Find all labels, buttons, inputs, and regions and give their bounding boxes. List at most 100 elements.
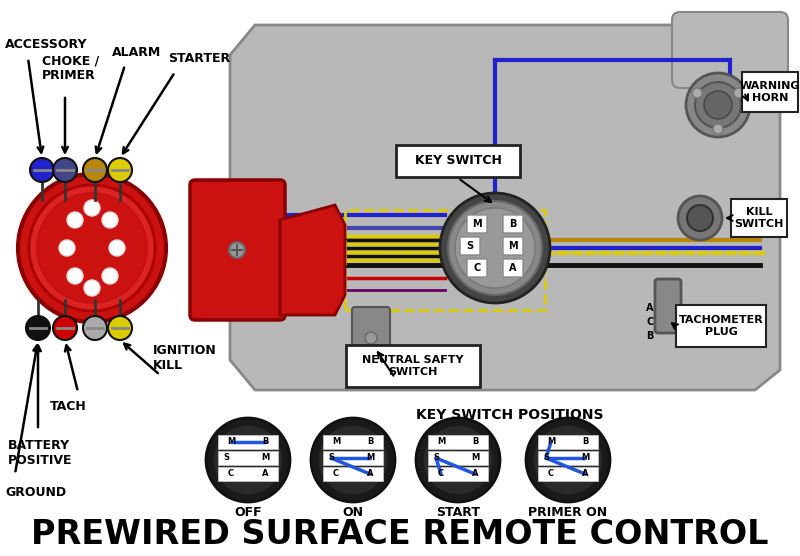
Text: S: S bbox=[543, 454, 549, 463]
Circle shape bbox=[30, 158, 54, 182]
Polygon shape bbox=[230, 25, 780, 390]
Text: KEY SWITCH: KEY SWITCH bbox=[414, 155, 502, 167]
Text: M: M bbox=[547, 438, 555, 446]
Text: M: M bbox=[332, 438, 340, 446]
FancyBboxPatch shape bbox=[731, 199, 787, 237]
Circle shape bbox=[53, 316, 77, 340]
Text: ON: ON bbox=[342, 505, 363, 519]
Text: IGNITION
KILL: IGNITION KILL bbox=[153, 344, 217, 372]
Text: B: B bbox=[510, 219, 517, 229]
FancyBboxPatch shape bbox=[655, 279, 681, 333]
Text: M: M bbox=[227, 438, 235, 446]
Text: C: C bbox=[646, 317, 654, 327]
Text: M: M bbox=[366, 454, 374, 463]
FancyBboxPatch shape bbox=[538, 451, 598, 465]
FancyBboxPatch shape bbox=[323, 451, 383, 465]
Text: M: M bbox=[261, 454, 269, 463]
Circle shape bbox=[83, 316, 107, 340]
Text: C: C bbox=[474, 263, 481, 273]
Circle shape bbox=[440, 193, 550, 303]
Text: A: A bbox=[582, 469, 588, 479]
Text: CHOKE /
PRIMER: CHOKE / PRIMER bbox=[42, 54, 99, 82]
Text: START: START bbox=[436, 505, 480, 519]
Text: PREWIRED SURFACE REMOTE CONTROL: PREWIRED SURFACE REMOTE CONTROL bbox=[31, 518, 769, 550]
Circle shape bbox=[206, 418, 290, 502]
Circle shape bbox=[83, 158, 107, 182]
Circle shape bbox=[26, 316, 50, 340]
FancyBboxPatch shape bbox=[503, 237, 523, 255]
Circle shape bbox=[526, 418, 610, 502]
Text: B: B bbox=[367, 438, 373, 446]
Circle shape bbox=[687, 205, 713, 231]
Text: S: S bbox=[328, 454, 334, 463]
FancyBboxPatch shape bbox=[428, 435, 488, 449]
Text: GROUND: GROUND bbox=[5, 485, 66, 499]
Polygon shape bbox=[280, 205, 345, 315]
Circle shape bbox=[108, 316, 132, 340]
Text: A: A bbox=[510, 263, 517, 273]
Circle shape bbox=[734, 88, 744, 98]
Text: ACCESSORY: ACCESSORY bbox=[5, 37, 87, 51]
Text: C: C bbox=[228, 469, 234, 479]
Text: NEUTRAL SAFTY
SWITCH: NEUTRAL SAFTY SWITCH bbox=[362, 355, 464, 377]
Text: A: A bbox=[262, 469, 268, 479]
Circle shape bbox=[102, 212, 118, 228]
Text: S: S bbox=[466, 241, 474, 251]
FancyBboxPatch shape bbox=[538, 467, 598, 481]
Text: M: M bbox=[581, 454, 589, 463]
Text: B: B bbox=[646, 331, 654, 341]
Text: ALARM: ALARM bbox=[112, 46, 162, 58]
Circle shape bbox=[448, 201, 542, 295]
Circle shape bbox=[695, 82, 741, 128]
FancyBboxPatch shape bbox=[352, 307, 390, 351]
Text: M: M bbox=[508, 241, 518, 251]
Circle shape bbox=[713, 124, 723, 134]
Text: S: S bbox=[433, 454, 439, 463]
Circle shape bbox=[229, 242, 245, 258]
Circle shape bbox=[311, 418, 395, 502]
Circle shape bbox=[29, 185, 155, 311]
FancyBboxPatch shape bbox=[538, 435, 598, 449]
Text: M: M bbox=[437, 438, 445, 446]
Text: BATTERY
POSITIVE: BATTERY POSITIVE bbox=[8, 439, 73, 467]
Circle shape bbox=[109, 240, 125, 256]
Text: C: C bbox=[438, 469, 444, 479]
Text: C: C bbox=[548, 469, 554, 479]
Circle shape bbox=[455, 208, 535, 288]
Circle shape bbox=[59, 240, 75, 256]
Text: STARTER: STARTER bbox=[168, 52, 230, 64]
Circle shape bbox=[533, 425, 603, 495]
Circle shape bbox=[84, 200, 100, 216]
Circle shape bbox=[318, 425, 388, 495]
Text: A: A bbox=[366, 469, 374, 479]
FancyBboxPatch shape bbox=[428, 451, 488, 465]
Circle shape bbox=[37, 193, 147, 303]
FancyBboxPatch shape bbox=[742, 72, 798, 112]
Circle shape bbox=[53, 158, 77, 182]
Circle shape bbox=[84, 280, 100, 296]
FancyBboxPatch shape bbox=[218, 451, 278, 465]
FancyBboxPatch shape bbox=[346, 345, 480, 387]
Text: B: B bbox=[472, 438, 478, 446]
Text: A: A bbox=[646, 303, 654, 313]
FancyBboxPatch shape bbox=[467, 259, 487, 277]
FancyBboxPatch shape bbox=[460, 237, 480, 255]
FancyBboxPatch shape bbox=[503, 259, 523, 277]
FancyBboxPatch shape bbox=[428, 467, 488, 481]
Circle shape bbox=[213, 425, 283, 495]
Text: WARNING
HORN: WARNING HORN bbox=[740, 81, 800, 103]
Text: B: B bbox=[582, 438, 588, 446]
Circle shape bbox=[108, 158, 132, 182]
Text: M: M bbox=[471, 454, 479, 463]
Circle shape bbox=[686, 73, 750, 137]
Text: A: A bbox=[472, 469, 478, 479]
FancyBboxPatch shape bbox=[218, 435, 278, 449]
FancyBboxPatch shape bbox=[503, 215, 523, 233]
Circle shape bbox=[678, 196, 722, 240]
Text: TACH: TACH bbox=[50, 400, 86, 413]
Circle shape bbox=[102, 268, 118, 284]
FancyBboxPatch shape bbox=[323, 435, 383, 449]
Circle shape bbox=[704, 91, 732, 119]
Circle shape bbox=[67, 268, 83, 284]
Text: OFF: OFF bbox=[234, 505, 262, 519]
